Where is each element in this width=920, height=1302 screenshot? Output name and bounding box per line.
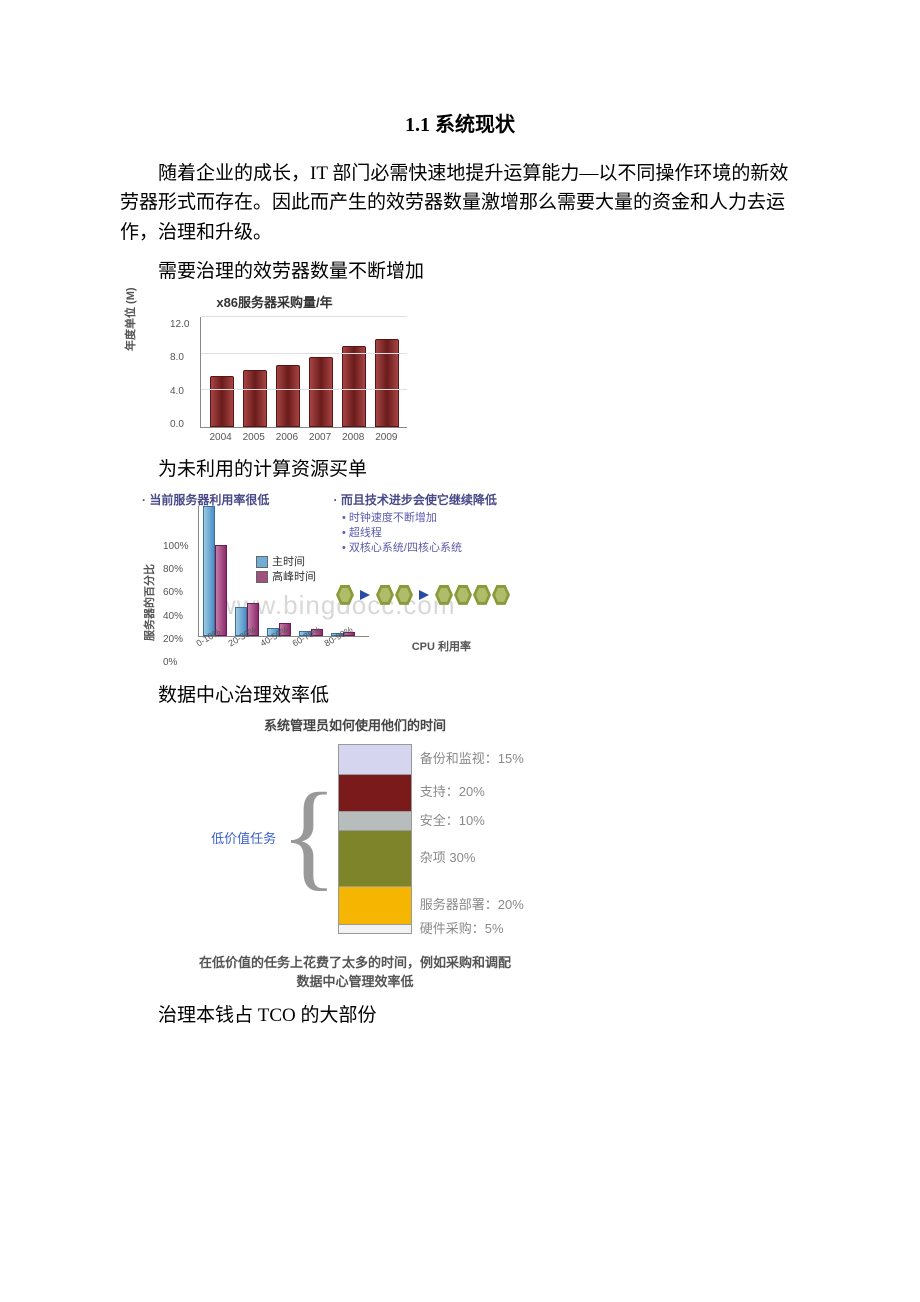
chart3-segment	[339, 924, 411, 933]
chart3-segment	[339, 811, 411, 830]
chart1-ylabel: 年度单位 (M)	[123, 287, 140, 351]
chart2-bar-main	[203, 506, 215, 636]
chart2-yticks: 100% 80% 60% 40% 20% 0%	[163, 539, 189, 671]
chart3-seg-label: 支持：20%	[420, 774, 524, 812]
chart1-yticks: 12.0 8.0 4.0 0.0	[170, 317, 189, 433]
chart2-xlabels: 0-10%20-30%40-50%60-70%80-90%	[194, 637, 389, 653]
figure-server-purchase: x86服务器采购量/年 年度单位 (M) 12.0 8.0 4.0 0.0 20…	[142, 293, 800, 446]
cpu-hex-icon	[395, 585, 413, 605]
chart3-title: 系统管理员如何使用他们的时间	[160, 716, 550, 736]
chart3-segment	[339, 774, 411, 812]
cpu-hex-icon	[473, 585, 491, 605]
chart2-ytick: 0%	[163, 655, 189, 671]
chart3-seg-label: 杂项 30%	[420, 830, 524, 886]
chart1-ytick: 0.0	[170, 417, 189, 433]
chart3-segment	[339, 830, 411, 886]
chart3-caption: 在低价值的任务上花费了太多的时间，例如采购和调配 数据中心管理效率低	[160, 954, 550, 990]
chart1-xtick: 2008	[342, 430, 364, 446]
chart3-seg-label: 备份和监视：15%	[420, 745, 524, 773]
chart1-xtick: 2007	[309, 430, 331, 446]
chart2-plot	[198, 506, 369, 637]
arrow-icon	[419, 590, 429, 600]
chart3-seg-labels: 备份和监视：15%支持：20%安全：10%杂项 30%服务器部署：20%硬件采购…	[420, 745, 524, 933]
chart3-stack	[338, 744, 412, 934]
bar-chart-x86: x86服务器采购量/年 年度单位 (M) 12.0 8.0 4.0 0.0 20…	[142, 293, 407, 446]
chart1-bar	[309, 357, 333, 427]
chart2-ytick: 60%	[163, 585, 189, 601]
chart3-segment	[339, 745, 411, 773]
cpu-hex-icon	[376, 585, 394, 605]
grouped-bar-chart-cpu: · 当前服务器利用率很低 · 而且技术进步会使它继续降低 • 时钟速度不断增加 …	[142, 491, 525, 653]
subheading-2: 为未利用的计算资源买单	[120, 455, 800, 484]
chart1-plot	[200, 317, 407, 428]
chart3-left-label: 低价值任务	[186, 829, 276, 849]
chart1-xlabels: 2004 2005 2006 2007 2008 2009	[200, 428, 407, 446]
chart3-segment	[339, 886, 411, 924]
chart3-seg-label: 硬件采购：5%	[420, 924, 524, 933]
chart3-caption-l2: 数据中心管理效率低	[296, 974, 413, 989]
chart2-ylabel: 服务器的百分比	[142, 564, 159, 641]
chart2-ytick: 100%	[163, 539, 189, 555]
cpu-hex-icon	[454, 585, 472, 605]
chart1-ytick: 8.0	[170, 350, 189, 366]
chart1-ytick: 4.0	[170, 384, 189, 400]
subheading-4: 治理本钱占 TCO 的大部份	[120, 1001, 800, 1030]
chart3-seg-label: 安全：10%	[420, 811, 524, 830]
chart1-xtick: 2009	[375, 430, 397, 446]
subheading-1: 需要治理的效劳器数量不断增加	[120, 257, 800, 286]
chart1-bar	[276, 365, 300, 427]
chart1-ytick: 12.0	[170, 317, 189, 333]
chart2-ytick: 40%	[163, 609, 189, 625]
stacked-bar-admin-time: 系统管理员如何使用他们的时间 低价值任务 { 备份和监视：15%支持：20%安全…	[160, 716, 550, 991]
cpu-hex-icon	[435, 585, 453, 605]
paragraph-intro: 随着企业的成长，IT 部门必需快速地提升运算能力—以不同操作环境的新效劳器形式而…	[120, 159, 800, 247]
cpu-hex-icon	[492, 585, 510, 605]
figure-admin-time: 系统管理员如何使用他们的时间 低价值任务 { 备份和监视：15%支持：20%安全…	[160, 716, 800, 991]
chart2-ytick: 20%	[163, 632, 189, 648]
chart2-ytick: 80%	[163, 562, 189, 578]
chart3-caption-l1: 在低价值的任务上花费了太多的时间，例如采购和调配	[199, 955, 511, 970]
chart1-bar	[342, 346, 366, 427]
chart2-xlabel: CPU 利用率	[412, 639, 471, 656]
chart1-xtick: 2004	[209, 430, 231, 446]
chart1-title: x86服务器采购量/年	[142, 293, 407, 313]
subheading-3: 数据中心治理效率低	[120, 681, 800, 710]
chart2-bargroup	[203, 506, 233, 636]
chart1-bar	[243, 370, 267, 427]
chart1-xtick: 2006	[276, 430, 298, 446]
figure-cpu-utilization: · 当前服务器利用率很低 · 而且技术进步会使它继续降低 • 时钟速度不断增加 …	[142, 491, 800, 653]
chart1-xtick: 2005	[243, 430, 265, 446]
chart1-bar	[210, 376, 234, 427]
page-title: 1.1 系统现状	[120, 110, 800, 141]
